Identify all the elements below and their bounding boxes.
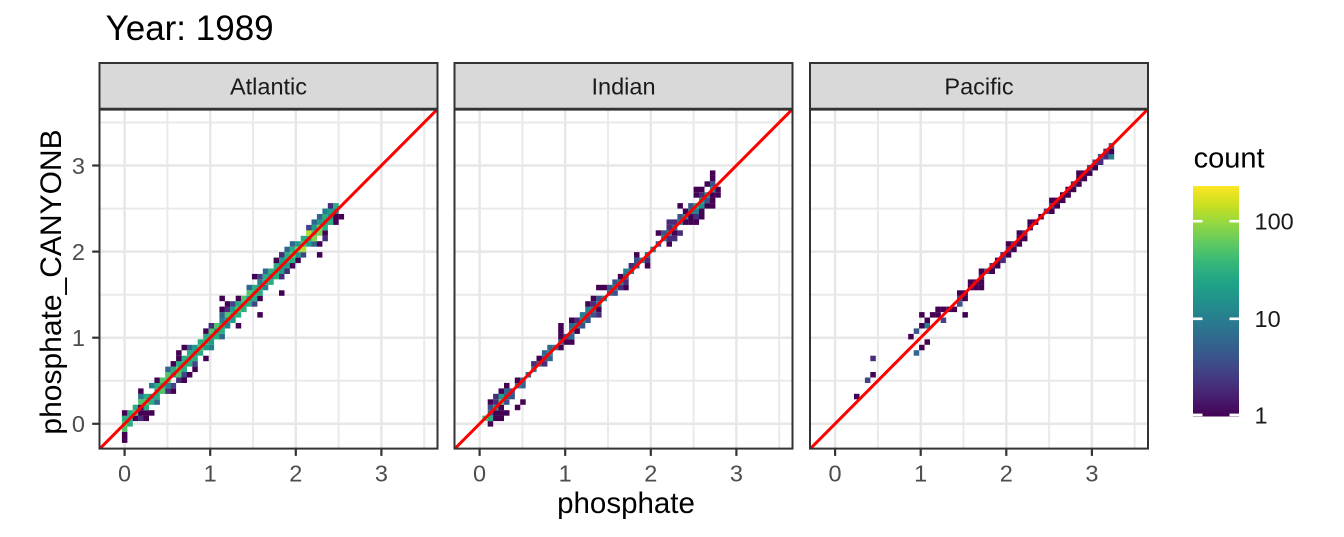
svg-text:2: 2 <box>1000 460 1013 486</box>
svg-text:2: 2 <box>72 239 85 265</box>
svg-text:count: count <box>1194 143 1265 175</box>
svg-text:1: 1 <box>1255 402 1268 428</box>
svg-text:0: 0 <box>72 411 85 437</box>
svg-text:3: 3 <box>1085 460 1098 486</box>
svg-text:100: 100 <box>1255 209 1294 235</box>
svg-text:3: 3 <box>375 460 388 486</box>
svg-text:3: 3 <box>730 460 743 486</box>
svg-text:1: 1 <box>914 460 927 486</box>
svg-text:Indian: Indian <box>591 74 655 100</box>
svg-text:10: 10 <box>1255 306 1281 332</box>
svg-text:1: 1 <box>204 460 217 486</box>
svg-text:0: 0 <box>829 460 842 486</box>
svg-text:Atlantic: Atlantic <box>230 74 307 100</box>
svg-text:phosphate: phosphate <box>557 487 695 520</box>
svg-text:0: 0 <box>473 460 486 486</box>
svg-text:0: 0 <box>118 460 131 486</box>
svg-text:Pacific: Pacific <box>944 74 1013 100</box>
svg-text:3: 3 <box>72 153 85 179</box>
svg-text:1: 1 <box>72 325 85 351</box>
svg-text:Year: 1989: Year: 1989 <box>106 9 274 48</box>
svg-text:2: 2 <box>289 460 302 486</box>
svg-text:2: 2 <box>644 460 657 486</box>
svg-text:phosphate_CANYONB: phosphate_CANYONB <box>35 129 68 434</box>
svg-text:1: 1 <box>559 460 572 486</box>
